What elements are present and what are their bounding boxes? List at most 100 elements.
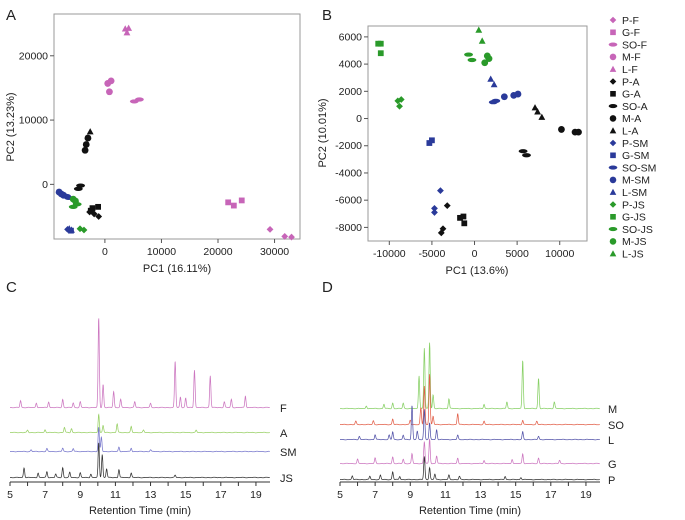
x-tick-label-d: 9 bbox=[407, 489, 413, 501]
legend-marker bbox=[609, 238, 617, 245]
trace-label-d: P bbox=[608, 475, 615, 487]
legend-label: M-F bbox=[622, 52, 641, 64]
legend-label: M-SM bbox=[622, 175, 650, 187]
data-point-b bbox=[431, 209, 438, 216]
legend-marker bbox=[609, 115, 617, 122]
data-point-a bbox=[86, 128, 94, 135]
data-point-b bbox=[514, 90, 522, 98]
x-axis-label-c: Retention Time (min) bbox=[89, 505, 191, 517]
data-point-b bbox=[461, 220, 468, 227]
data-point-a bbox=[84, 134, 92, 142]
y-tick-label-b: 0 bbox=[356, 113, 362, 125]
legend-label: P-JS bbox=[622, 199, 645, 211]
legend-label: G-JS bbox=[622, 212, 646, 224]
x-tick-label-c: 17 bbox=[215, 489, 227, 501]
legend-label: P-A bbox=[622, 76, 640, 88]
legend-marker bbox=[608, 165, 618, 170]
data-point-a bbox=[64, 225, 71, 233]
y-tick-label-b: 4000 bbox=[339, 59, 363, 71]
data-point-b bbox=[531, 104, 539, 111]
y-tick-label-b: -6000 bbox=[335, 195, 362, 207]
data-point-b bbox=[487, 75, 495, 82]
legend-marker bbox=[610, 29, 616, 36]
x-tick-label-c: 13 bbox=[145, 489, 157, 501]
data-point-a bbox=[90, 210, 98, 218]
data-point-a bbox=[230, 202, 237, 209]
data-point-b bbox=[431, 204, 438, 212]
chromatogram-trace-c bbox=[10, 413, 270, 434]
data-point-a bbox=[134, 97, 144, 102]
data-point-b bbox=[491, 98, 501, 103]
data-point-b bbox=[490, 80, 498, 88]
x-axis-label-d: Retention Time (min) bbox=[419, 505, 521, 517]
x-tick-label-a: 20000 bbox=[203, 246, 232, 258]
data-point-b bbox=[397, 96, 405, 103]
y-axis-label-a: PC2 (13.23%) bbox=[5, 92, 17, 161]
data-point-a bbox=[68, 204, 78, 209]
legend-label: P-F bbox=[622, 15, 639, 27]
x-tick-label-d: 19 bbox=[580, 489, 592, 501]
x-tick-label-c: 11 bbox=[110, 489, 121, 501]
pca-plot-a: 0 10000 20000 30000 0 10000 20000 PC1 (16.11%)… bbox=[5, 13, 301, 275]
legend-marker bbox=[609, 53, 617, 61]
legend: P-FG-FSO-FM-FL-FP-AG-ASO-AM-AL-AP-SMG-SM… bbox=[608, 15, 656, 261]
panel-letter-b: B bbox=[322, 7, 332, 24]
legend-marker bbox=[609, 65, 617, 72]
legend-label: P-SM bbox=[622, 138, 648, 150]
legend-marker bbox=[609, 250, 617, 257]
legend-marker bbox=[608, 227, 618, 232]
y-tick-label-a: 10000 bbox=[19, 115, 48, 127]
trace-label-d: SO bbox=[608, 420, 624, 432]
x-tick-label-c: 15 bbox=[180, 489, 192, 501]
legend-marker bbox=[610, 152, 616, 159]
data-point-b bbox=[443, 202, 451, 210]
chromatogram-c: F A SM JS 5 7 9 11 13 15 17 19 Retention Time (min… bbox=[7, 318, 297, 517]
legend-label: G-F bbox=[622, 27, 640, 39]
data-point-b bbox=[460, 213, 467, 220]
x-tick-label-b: 0 bbox=[472, 248, 478, 260]
data-point-b bbox=[538, 113, 546, 120]
y-tick-label-b: -4000 bbox=[335, 167, 362, 179]
x-tick-label-c: 7 bbox=[42, 489, 48, 501]
data-point-a bbox=[86, 208, 94, 216]
x-tick-label-b: -5000 bbox=[418, 248, 445, 260]
data-point-b bbox=[558, 126, 565, 133]
legend-label: L-A bbox=[622, 126, 638, 138]
pca-plot-b: -10000 -5000 0 5000 10000 -8000 -6000 -4000 -200… bbox=[317, 25, 588, 277]
data-point-b bbox=[518, 149, 528, 154]
x-tick-label-d: 17 bbox=[545, 489, 557, 501]
chromatogram-trace-d bbox=[340, 438, 600, 465]
x-axis-label-a: PC1 (16.11%) bbox=[143, 263, 211, 275]
y-tick-label-a: 20000 bbox=[19, 50, 48, 62]
data-point-a bbox=[80, 226, 88, 234]
chromatogram-trace-c bbox=[10, 442, 270, 479]
data-point-b bbox=[437, 187, 444, 195]
chromatogram-trace-d bbox=[340, 374, 600, 426]
x-tick-label-c: 19 bbox=[250, 489, 262, 501]
data-point-a bbox=[82, 141, 90, 148]
data-point-a bbox=[68, 227, 74, 234]
legend-label: SO-SM bbox=[622, 162, 656, 174]
data-point-b bbox=[522, 153, 531, 158]
data-point-b bbox=[485, 55, 493, 63]
data-point-b bbox=[377, 40, 384, 47]
data-point-b bbox=[457, 214, 463, 221]
legend-marker bbox=[610, 213, 616, 220]
legend-marker bbox=[609, 139, 617, 147]
chromatogram-trace-d bbox=[340, 342, 600, 410]
y-tick-label-a: 0 bbox=[42, 179, 48, 191]
x-tick-label-d: 13 bbox=[475, 489, 487, 501]
x-tick-label-d: 5 bbox=[337, 489, 343, 501]
legend-label: SO-JS bbox=[622, 224, 653, 236]
x-tick-label-a: 10000 bbox=[147, 246, 176, 258]
panel-letter-c: C bbox=[6, 279, 17, 296]
x-tick-label-d: 15 bbox=[510, 489, 522, 501]
legend-label: SO-A bbox=[622, 101, 648, 113]
legend-label: M-JS bbox=[622, 236, 647, 248]
y-tick-label-b: 6000 bbox=[339, 31, 363, 43]
legend-marker bbox=[608, 104, 618, 109]
legend-marker bbox=[609, 16, 617, 24]
trace-label-d: M bbox=[608, 404, 617, 416]
legend-marker bbox=[609, 127, 617, 134]
data-point-b bbox=[377, 50, 384, 57]
